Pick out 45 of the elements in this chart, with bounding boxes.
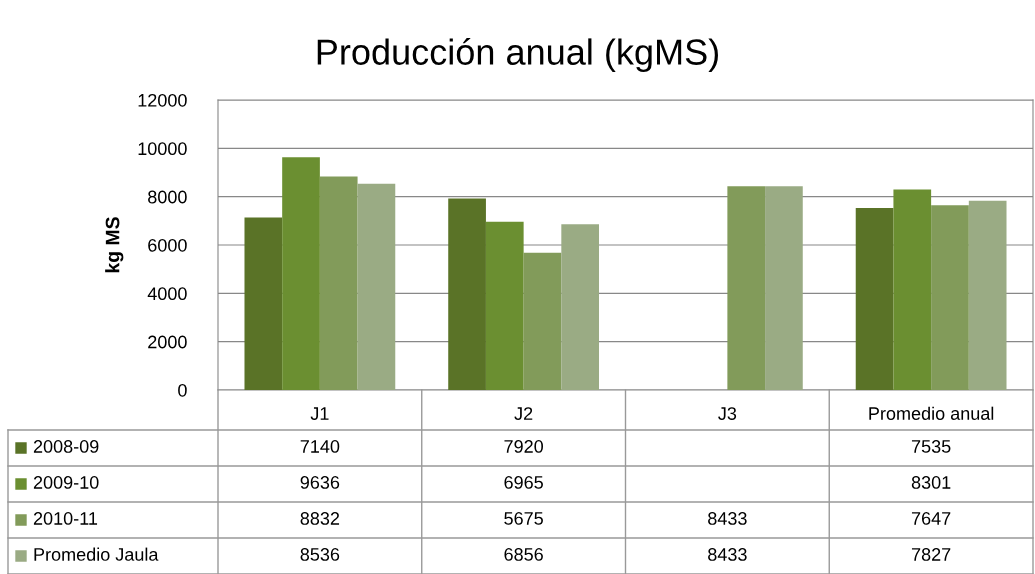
y-tick-label: 6000 bbox=[148, 238, 187, 252]
legend-label: Promedio Jaula bbox=[34, 547, 159, 561]
y-tick-label: 2000 bbox=[148, 335, 187, 349]
y-axis-title: kg MS bbox=[105, 217, 124, 273]
data-label: 8536 bbox=[300, 548, 340, 561]
x-tick-label: Promedio anual bbox=[869, 406, 994, 420]
data-label: 8433 bbox=[708, 512, 747, 525]
bar bbox=[448, 198, 486, 390]
data-label: 7920 bbox=[504, 440, 543, 453]
data-label: 9636 bbox=[300, 476, 340, 489]
bar bbox=[485, 221, 524, 390]
bar bbox=[282, 157, 320, 390]
data-label: 7535 bbox=[911, 440, 951, 453]
data-label: 8433 bbox=[708, 548, 747, 561]
data-label: 5675 bbox=[504, 512, 543, 525]
bar bbox=[765, 186, 803, 390]
bar bbox=[968, 200, 1007, 390]
legend-label: 2010-11 bbox=[33, 512, 98, 525]
y-tick-label: 8000 bbox=[148, 190, 187, 204]
data-label: 6965 bbox=[504, 476, 543, 489]
bar bbox=[523, 252, 562, 390]
data-label: 7647 bbox=[911, 512, 951, 525]
y-tick-label: 4000 bbox=[147, 287, 187, 301]
chart-title: Producción anual (kgMS) bbox=[317, 37, 718, 73]
bar bbox=[561, 224, 600, 390]
bar bbox=[893, 189, 932, 390]
x-tick-label: J3 bbox=[718, 407, 737, 420]
y-tick-label: 10000 bbox=[138, 142, 187, 156]
legend-label: 2008-09 bbox=[33, 440, 99, 453]
bar bbox=[855, 207, 894, 390]
bar bbox=[319, 176, 358, 390]
data-label: 7827 bbox=[911, 548, 951, 561]
y-tick-label: 0 bbox=[178, 383, 187, 397]
x-tick-label: J2 bbox=[514, 407, 533, 420]
bar bbox=[244, 217, 283, 390]
y-tick-label: 12000 bbox=[138, 93, 187, 107]
data-label: 7140 bbox=[300, 440, 340, 453]
bar bbox=[357, 183, 396, 390]
bar bbox=[727, 186, 766, 390]
data-label: 8301 bbox=[911, 476, 951, 489]
x-tick-label: J1 bbox=[310, 407, 329, 420]
data-label: 6856 bbox=[504, 548, 543, 561]
data-label: 8832 bbox=[300, 512, 340, 525]
legend-label: 2009-10 bbox=[33, 476, 99, 489]
bar bbox=[931, 205, 969, 390]
